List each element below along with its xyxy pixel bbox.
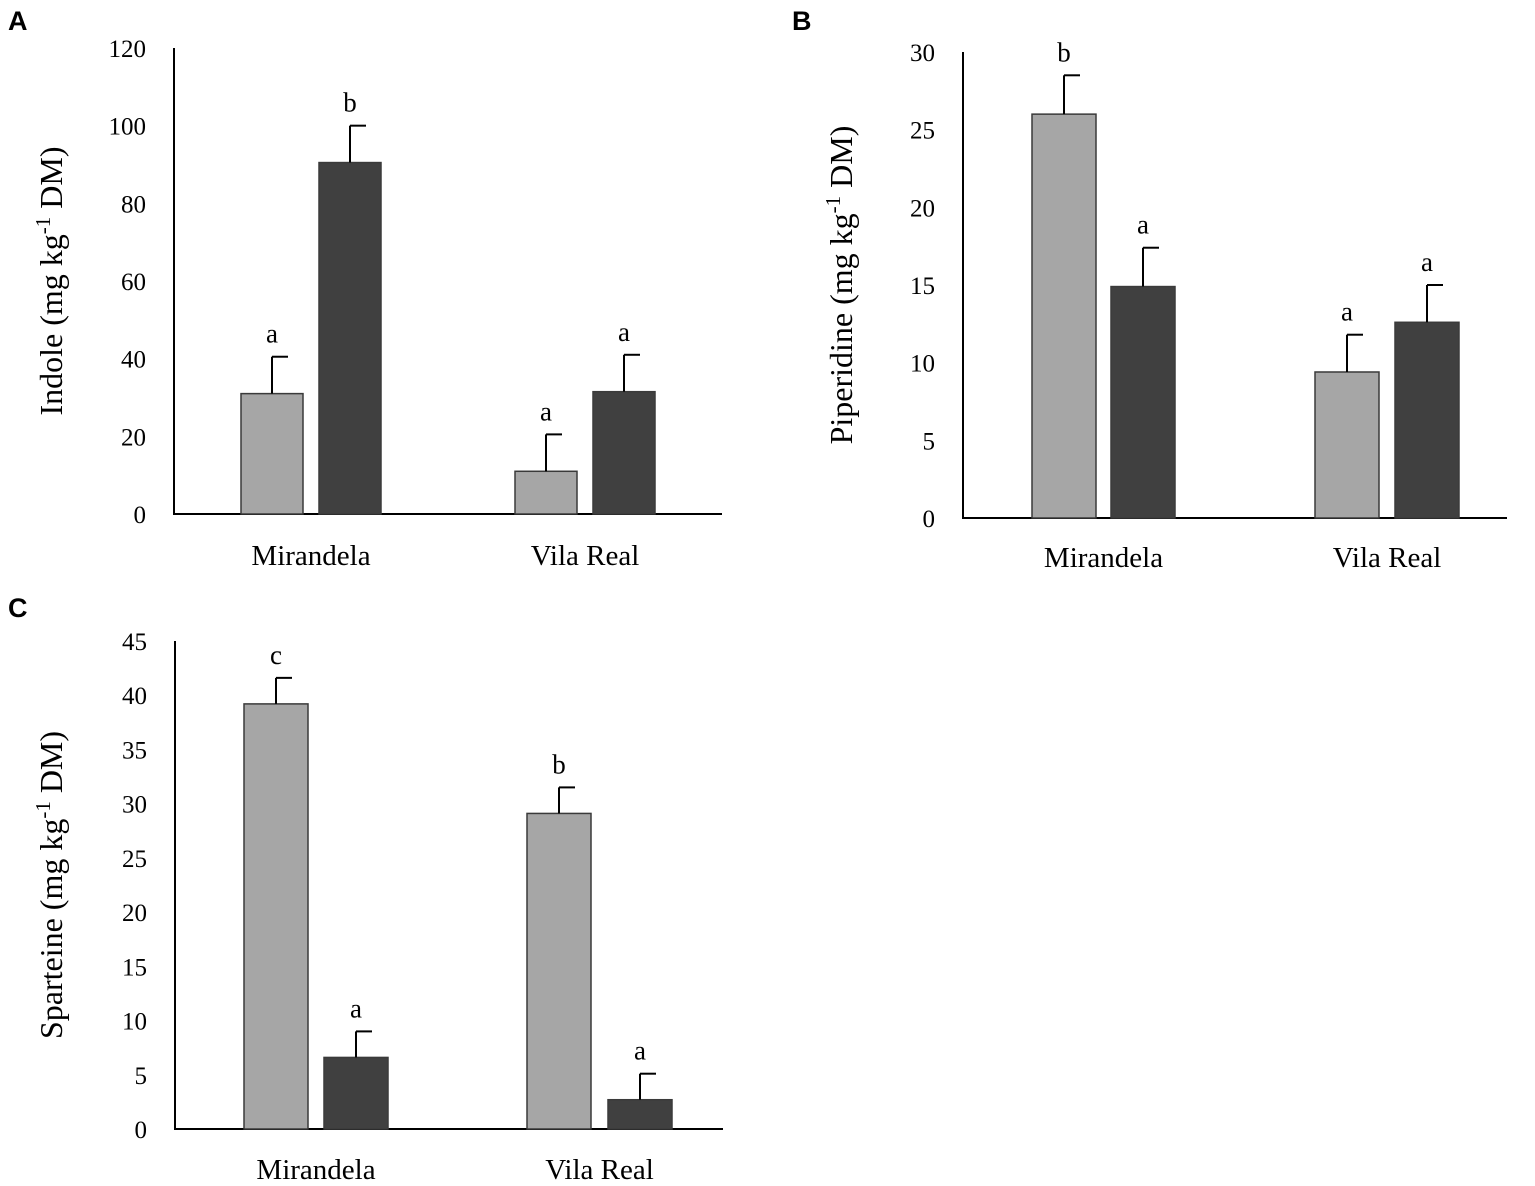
y-tick-label: 80 <box>121 191 146 218</box>
x-category-label: Mirandela <box>256 1154 375 1186</box>
y-tick-label: 5 <box>135 1063 148 1090</box>
x-category-label: Vila Real <box>545 1154 654 1186</box>
y-axis-label: Piperidine (mg kg-1 DM) <box>821 126 859 445</box>
chart-panel-b: B 0 5 10 15 20 25 30 Piperidine (mg kg-1 DM) Mira… <box>792 6 1507 574</box>
significance-letter: a <box>1341 297 1353 327</box>
chart-panel-c: C 0 5 10 15 20 25 30 35 40 45 Sparteine (mg kg-1 DM… <box>8 593 723 1186</box>
y-tick-label: 100 <box>109 114 147 141</box>
bar-dark <box>318 161 382 515</box>
bar-dark <box>1394 321 1460 519</box>
x-category-label: Mirandela <box>251 540 370 572</box>
y-tick-label: 40 <box>122 683 147 710</box>
y-tick-label: 30 <box>910 40 935 67</box>
chart-panel-a: A 0 20 40 60 80 100 120 Indole (mg kg-1 DM) Miran… <box>8 6 722 572</box>
y-tick-label: 30 <box>122 792 147 819</box>
y-tick-label: 120 <box>109 36 147 63</box>
bar-dark <box>323 1056 389 1130</box>
y-tick-label: 40 <box>121 347 146 374</box>
y-tick-label: 20 <box>910 195 935 222</box>
y-tick-label: 0 <box>135 1117 148 1144</box>
significance-letter: a <box>350 993 362 1023</box>
panel-letter-c: C <box>8 593 28 623</box>
significance-letter: a <box>540 396 552 426</box>
significance-letter: a <box>266 319 278 349</box>
x-category-label: Mirandela <box>1044 542 1163 574</box>
y-tick-label: 35 <box>122 737 147 764</box>
y-tick-label: 60 <box>121 269 146 296</box>
bar-light <box>243 703 309 1130</box>
y-tick-label: 25 <box>122 846 147 873</box>
y-tick-label: 15 <box>910 273 935 300</box>
bar-light <box>1314 371 1380 519</box>
x-category-label: Vila Real <box>531 540 640 572</box>
significance-letter: a <box>634 1036 646 1066</box>
bar-light <box>240 392 304 515</box>
y-tick-label: 25 <box>910 118 935 145</box>
bar-dark <box>607 1098 673 1130</box>
y-tick-label: 0 <box>134 502 147 529</box>
y-tick-label: 20 <box>121 424 146 451</box>
y-axis-label: Sparteine (mg kg-1 DM) <box>31 731 69 1039</box>
y-tick-label: 10 <box>122 1009 147 1036</box>
bar-light <box>514 470 578 515</box>
y-tick-label: 20 <box>122 900 147 927</box>
bar-dark <box>592 390 656 515</box>
y-axis-label: Indole (mg kg-1 DM) <box>31 146 69 415</box>
bar-light <box>526 812 592 1130</box>
significance-letter: a <box>618 317 630 347</box>
y-tick-label: 15 <box>122 954 147 981</box>
significance-letter: b <box>552 749 566 779</box>
bar-dark <box>1110 285 1176 519</box>
panel-letter-b: B <box>792 6 812 36</box>
y-tick-label: 0 <box>923 506 936 533</box>
significance-letter: b <box>1057 37 1071 67</box>
y-tick-label: 5 <box>923 428 936 455</box>
bar-light <box>1031 113 1097 519</box>
significance-letter: a <box>1137 210 1149 240</box>
significance-letter: c <box>270 640 282 670</box>
y-tick-label: 45 <box>122 629 147 656</box>
significance-letter: b <box>343 88 357 118</box>
panel-letter-a: A <box>8 6 28 36</box>
y-tick-label: 10 <box>910 351 935 378</box>
x-category-label: Vila Real <box>1333 542 1442 574</box>
significance-letter: a <box>1421 247 1433 277</box>
